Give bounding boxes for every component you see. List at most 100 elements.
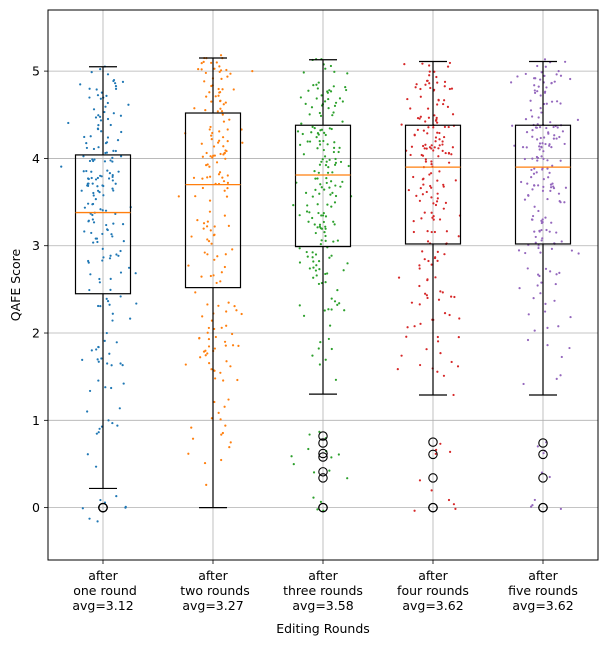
jitter-point <box>105 94 108 97</box>
jitter-point <box>547 132 550 135</box>
jitter-point <box>539 94 542 97</box>
jitter-point <box>447 125 450 129</box>
jitter-point <box>221 88 224 91</box>
jitter-point <box>210 242 213 245</box>
jitter-point <box>551 164 554 167</box>
jitter-point <box>177 195 180 198</box>
jitter-point <box>540 281 543 284</box>
jitter-point <box>99 68 102 71</box>
jitter-point <box>299 143 302 146</box>
jitter-point <box>537 209 540 213</box>
jitter-point <box>554 282 557 286</box>
jitter-point <box>330 254 333 257</box>
jitter-point <box>557 325 560 328</box>
jitter-point <box>546 197 549 201</box>
jitter-point <box>221 176 224 179</box>
jitter-point <box>202 60 205 63</box>
x-tick-label-line: one round <box>69 583 137 598</box>
jitter-point <box>97 304 100 308</box>
jitter-point <box>111 421 114 425</box>
jitter-point <box>319 183 322 186</box>
jitter-point <box>311 251 314 254</box>
jitter-point <box>419 115 422 118</box>
jitter-point <box>318 140 321 143</box>
jitter-point <box>564 60 567 63</box>
jitter-point <box>456 365 460 368</box>
jitter-point <box>541 237 544 240</box>
jitter-point <box>538 230 541 233</box>
jitter-point <box>436 335 439 339</box>
jitter-point <box>98 281 101 284</box>
jitter-point <box>552 185 555 188</box>
jitter-point <box>92 221 96 224</box>
jitter-point <box>223 152 226 155</box>
outlier-marker <box>318 502 328 513</box>
jitter-point <box>341 180 344 183</box>
jitter-point <box>432 218 435 221</box>
jitter-point <box>224 424 227 427</box>
jitter-point <box>199 356 202 359</box>
jitter-point <box>114 82 117 85</box>
jitter-point <box>548 230 551 233</box>
jitter-point <box>213 225 216 228</box>
jitter-point <box>318 268 321 271</box>
jitter-point <box>457 336 460 339</box>
jitter-points <box>60 54 580 523</box>
jitter-point <box>306 140 309 143</box>
jitter-point <box>212 274 215 277</box>
jitter-point <box>216 255 219 258</box>
jitter-point <box>106 101 109 105</box>
jitter-point <box>439 290 442 293</box>
jitter-point <box>308 140 312 143</box>
jitter-point <box>213 327 216 331</box>
jitter-point <box>88 159 92 163</box>
jitter-point <box>60 165 63 168</box>
jitter-point <box>121 223 125 226</box>
jitter-point <box>240 312 243 316</box>
jitter-point <box>218 130 221 133</box>
jitter-point <box>226 140 229 143</box>
jitter-point <box>550 81 553 85</box>
jitter-point <box>96 94 100 97</box>
jitter-point <box>439 352 442 355</box>
jitter-point <box>120 130 123 134</box>
jitter-point <box>327 106 330 110</box>
jitter-point <box>319 114 323 117</box>
x-tick-label-line: after <box>528 568 558 583</box>
jitter-point <box>221 431 224 435</box>
jitter-point <box>432 149 435 152</box>
jitter-point <box>225 195 229 198</box>
jitter-point <box>534 235 537 239</box>
jitter-point <box>221 113 224 116</box>
jitter-point <box>533 91 537 95</box>
jitter-point <box>526 267 529 270</box>
jitter-point <box>450 360 453 364</box>
jitter-point <box>316 147 319 150</box>
jitter-point <box>323 131 326 134</box>
jitter-point <box>190 426 193 429</box>
jitter-point <box>96 358 99 361</box>
jitter-point <box>539 78 542 81</box>
jitter-point <box>210 134 213 137</box>
jitter-point <box>208 91 211 94</box>
jitter-point <box>200 275 203 278</box>
jitter-point <box>325 160 328 163</box>
jitter-point <box>446 65 450 68</box>
jitter-point <box>218 171 222 174</box>
jitter-point <box>430 186 433 189</box>
outlier-marker <box>428 437 438 447</box>
jitter-point <box>100 357 103 360</box>
jitter-point <box>327 97 330 101</box>
jitter-point <box>314 177 317 180</box>
jitter-point <box>334 101 338 104</box>
jitter-point <box>548 171 551 174</box>
jitter-point <box>531 115 534 118</box>
jitter-point <box>531 214 535 218</box>
jitter-point <box>86 410 89 413</box>
jitter-point <box>111 156 114 159</box>
jitter-point <box>112 149 115 152</box>
jitter-point <box>97 114 100 117</box>
jitter-point <box>99 305 102 308</box>
jitter-point <box>316 508 319 511</box>
jitter-point <box>223 214 226 217</box>
